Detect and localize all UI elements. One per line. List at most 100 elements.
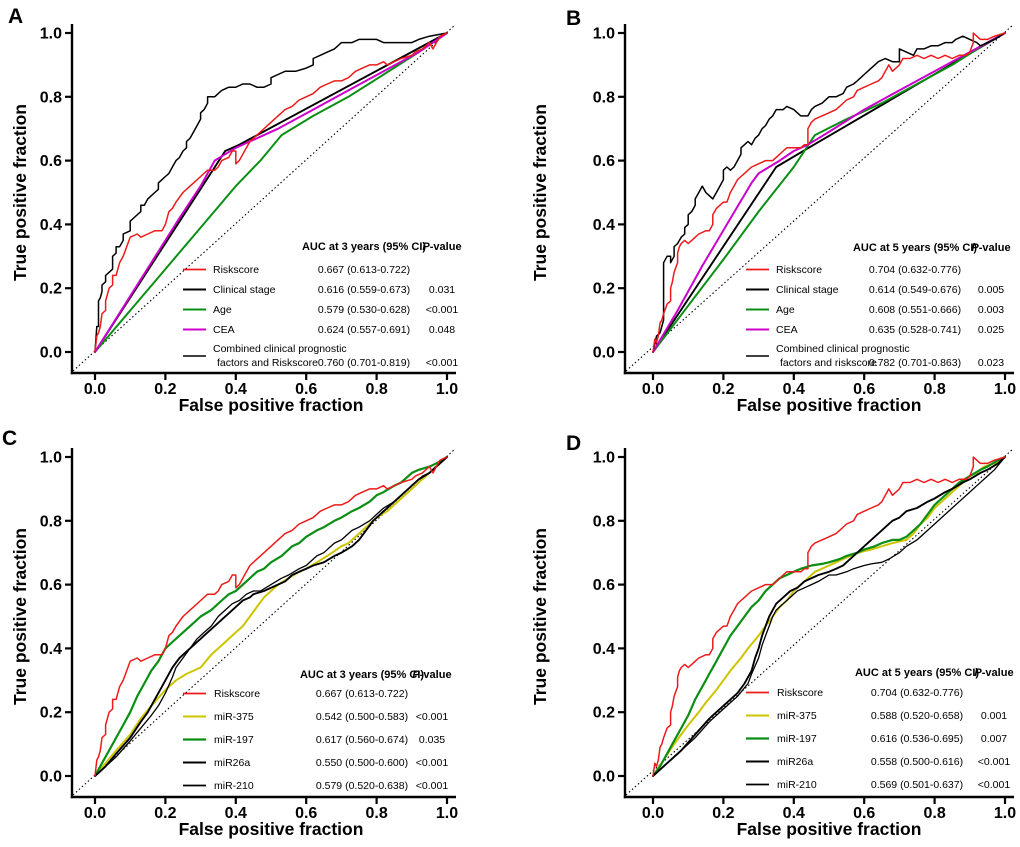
y-tick-label: 0.4 — [40, 217, 62, 234]
legend-auc-value: 0.608 (0.551-0.666) — [869, 304, 961, 316]
y-tick-label: 0.8 — [40, 89, 62, 106]
roc-curve-clinical-stage — [94, 32, 448, 353]
roc-curve-mir-210 — [652, 456, 1006, 777]
legend-series-label: miR-210 — [214, 780, 254, 792]
x-axis-title: False positive fraction — [179, 395, 364, 415]
legend-series-label: Riskscore — [777, 687, 823, 699]
legend-auc-value: 0.579 (0.530-0.628) — [318, 304, 410, 316]
legend-p-value: 0.005 — [978, 284, 1004, 296]
panel-c-roc-chart: 0.0 0.2 0.4 0.6 0.8 1.0 0.0 0.2 0.4 0.6 0.8 1.0 Fals… — [10, 448, 458, 839]
y-tick-label: 0.0 — [593, 769, 615, 786]
legend-auc-value: 0.588 (0.520-0.658) — [871, 710, 963, 722]
legend-pvalue-header: P-value — [412, 669, 451, 681]
legend-series-label: Riskscore — [776, 264, 822, 276]
legend-auc-header: AUC at 3 years (95% CI) — [302, 241, 426, 253]
x-tick-label: 0.8 — [923, 805, 945, 822]
x-axis-title: False positive fraction — [737, 819, 922, 839]
legend-pvalue-header: P-value — [971, 242, 1010, 254]
x-tick-label: 0.2 — [712, 381, 734, 398]
legend-series-label: miR26a — [214, 757, 250, 769]
y-tick-label: 1.0 — [40, 450, 62, 467]
y-tick-label: 0.6 — [40, 153, 62, 170]
legend-auc-value: 0.579 (0.520-0.638) — [316, 780, 408, 792]
legend-series-label: miR-375 — [214, 711, 254, 723]
legend-series-label: Age — [776, 304, 795, 316]
panel-label-c: C — [2, 427, 18, 450]
reference-diagonal-line — [625, 24, 1014, 372]
legend-p-value: 0.048 — [429, 324, 455, 336]
y-axis-title: True positive fraction — [10, 104, 30, 281]
legend-pvalue-header: P-value — [974, 667, 1013, 679]
y-tick-label: 0.6 — [593, 577, 615, 594]
x-axis-title: False positive fraction — [179, 819, 364, 839]
x-tick-label: 0.0 — [84, 805, 106, 822]
legend-auc-value: 0.616 (0.559-0.673) — [318, 284, 410, 296]
x-tick-label: 0.4 — [783, 805, 805, 822]
roc-curve-riskscore — [94, 32, 448, 353]
y-tick-label: 0.2 — [40, 705, 62, 722]
y-tick-label: 1.0 — [593, 450, 615, 467]
legend-auc-value: 0.614 (0.549-0.676) — [869, 284, 961, 296]
legend-auc-value: 0.616 (0.536-0.695) — [871, 733, 963, 745]
reference-diagonal-line — [72, 24, 456, 372]
y-tick-label: 0.8 — [593, 89, 615, 106]
legend-p-value: 0.003 — [978, 304, 1004, 316]
legend-auc-value: 0.635 (0.528-0.741) — [869, 324, 961, 336]
legend-series-label: Clinical stage — [213, 284, 276, 296]
y-tick-label: 0.2 — [593, 705, 615, 722]
roc-curve-riskscore — [652, 456, 1006, 777]
legend-auc-header: AUC at 5 years (95% CI) — [855, 667, 979, 679]
y-tick-label: 0.8 — [593, 513, 615, 530]
legend-p-value: <0.001 — [978, 779, 1011, 791]
y-tick-label: 0.8 — [40, 513, 62, 530]
y-axis-title: True positive fraction — [10, 528, 30, 705]
legend-series-label: miR-210 — [777, 779, 817, 791]
legend-series-label: miR-197 — [777, 733, 817, 745]
x-tick-label: 0.8 — [365, 805, 387, 822]
legend-p-value: <0.001 — [416, 757, 449, 769]
y-tick-label: 0.6 — [593, 153, 615, 170]
x-tick-label: 1.0 — [994, 805, 1016, 822]
roc-curve-cea — [652, 32, 1006, 353]
legend-series-label: Combined clinical prognostic — [776, 343, 910, 355]
legend-p-value: 0.031 — [429, 284, 455, 296]
legend-auc-header: AUC at 5 years (95% CI) — [853, 242, 977, 254]
legend-series-label: miR-197 — [214, 734, 254, 746]
legend-auc-value: 0.667 (0.613-0.722) — [316, 688, 408, 700]
panel-a-roc-chart: 0.0 0.2 0.4 0.6 0.8 1.0 0.0 0.2 0.4 0.6 0.8 1.0 Fals… — [10, 24, 462, 415]
legend-p-value: <0.001 — [426, 357, 459, 369]
x-tick-label: 0.4 — [783, 381, 805, 398]
reference-diagonal-line — [625, 448, 1014, 796]
legend-series-label: factors and Riskscore — [217, 357, 318, 369]
legend-series-label: Riskscore — [214, 688, 260, 700]
legend-auc-value: 0.624 (0.557-0.691) — [318, 324, 410, 336]
roc-curve-mir26a — [652, 456, 1006, 777]
x-tick-label: 1.0 — [994, 381, 1016, 398]
x-tick-label: 0.6 — [295, 805, 317, 822]
panel-b-roc-chart: 0.0 0.2 0.4 0.6 0.8 1.0 0.0 0.2 0.4 0.6 0.8 1.0 Fals… — [530, 24, 1016, 415]
x-tick-label: 0.6 — [853, 381, 875, 398]
legend-auc-value: 0.704 (0.632-0.776) — [869, 264, 961, 276]
panel-label-b: B — [566, 7, 582, 30]
panel-label-d: D — [566, 432, 582, 455]
legend-series-label: CEA — [213, 324, 235, 336]
legend-auc-header: AUC at 3 years (95% CI) — [300, 669, 424, 681]
legend-auc-value: 0.542 (0.500-0.583) — [316, 711, 408, 723]
roc-curve-age — [652, 32, 1006, 353]
y-tick-label: 0.4 — [593, 217, 615, 234]
roc-curve-mir-197 — [93, 455, 449, 778]
x-tick-label: 0.8 — [365, 381, 387, 398]
x-tick-label: 0.2 — [154, 381, 176, 398]
legend-series-label: CEA — [776, 324, 798, 336]
x-tick-label: 0.0 — [642, 805, 664, 822]
y-tick-label: 0.0 — [40, 769, 62, 786]
x-tick-label: 1.0 — [436, 381, 458, 398]
legend-p-value: <0.001 — [978, 756, 1011, 768]
x-tick-label: 0.4 — [225, 805, 247, 822]
roc-curve-combined-clinical-prognostic-factors-and-riskscore — [94, 32, 448, 353]
legend-p-value: 0.023 — [978, 357, 1004, 369]
roc-curve-cea — [94, 32, 448, 353]
legend-auc-value: 0.782 (0.701-0.863) — [869, 357, 961, 369]
roc-curve-riskscore — [94, 456, 448, 777]
